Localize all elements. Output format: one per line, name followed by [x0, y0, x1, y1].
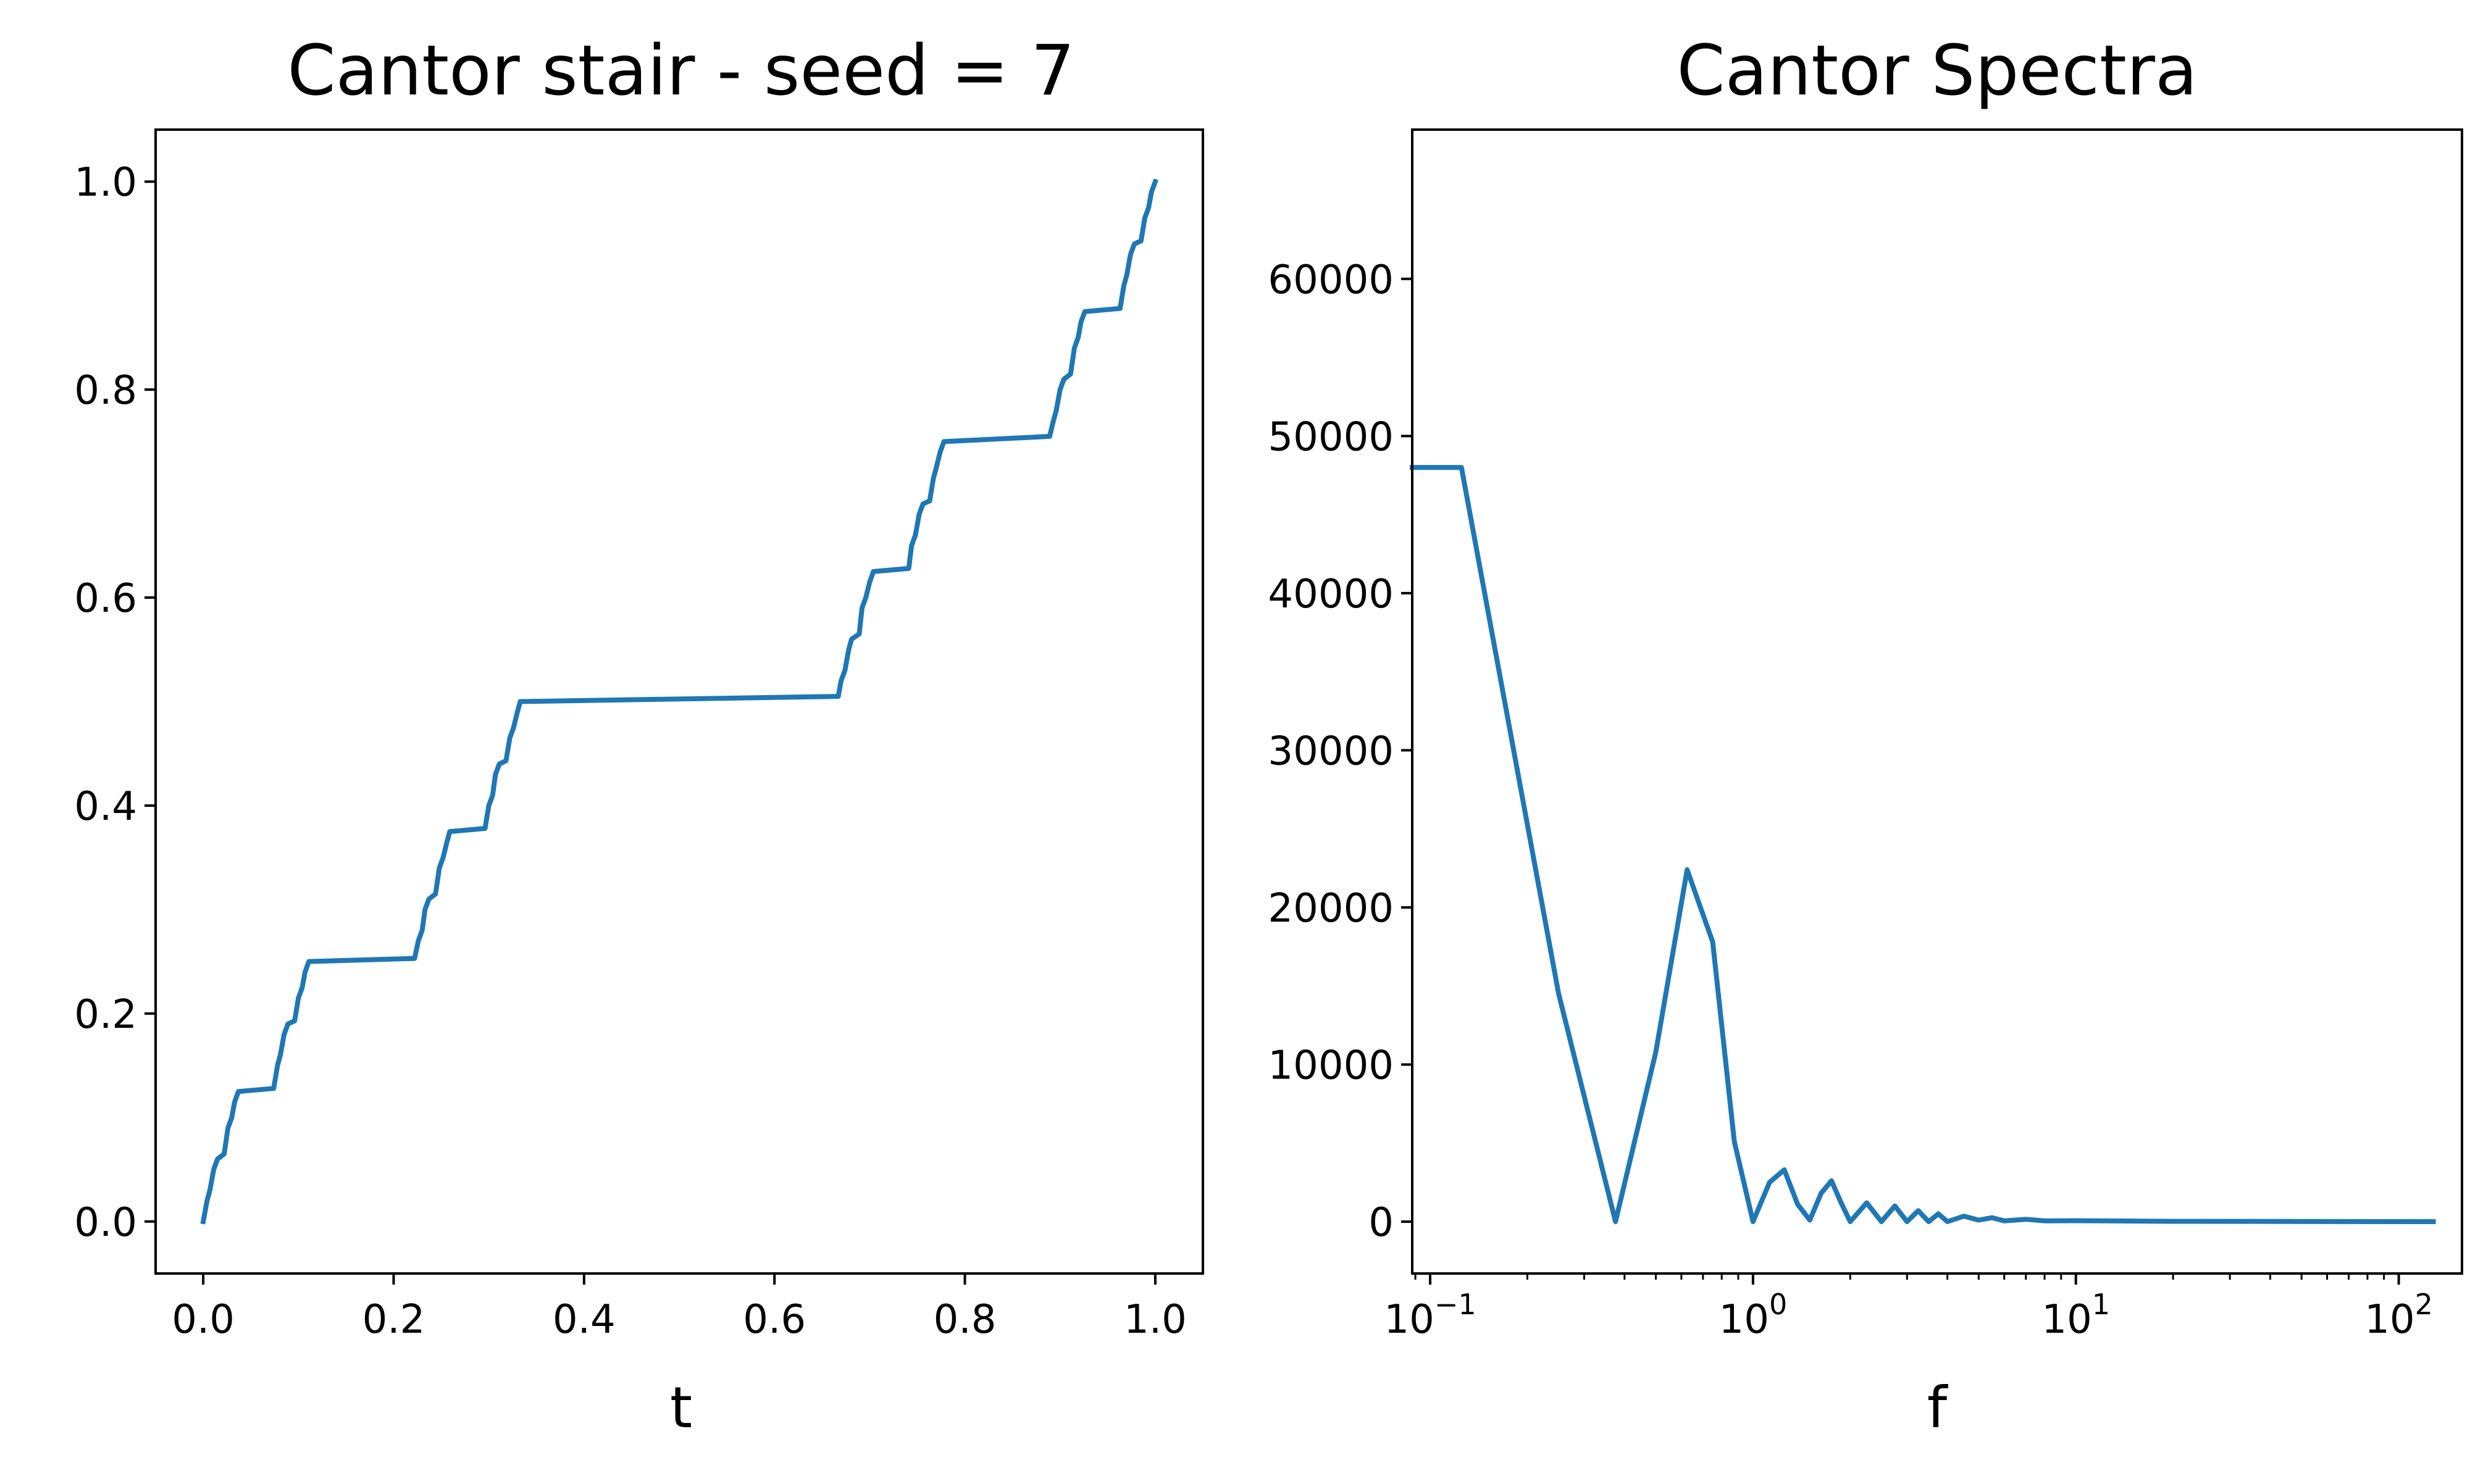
x-tick-label: 100 [1719, 1288, 1788, 1343]
axis-ticks-left: 0.0 0.2 0.4 0.6 0.8 1.0 0.0 0.2 0.4 0.6 0.8 1.0 [74, 160, 1187, 1343]
chart-cantor-stair: Cantor stair - seed = 7 0.0 0.2 0.4 0.6 0.8 1… [74, 31, 1204, 1441]
x-tick-label: 102 [2364, 1288, 2433, 1343]
series-line-cantor-stair [200, 178, 1159, 1225]
y-tick-label: 20000 [1268, 886, 1394, 932]
y-tick-label: 0.4 [74, 784, 137, 830]
x-axis-label-left: t [670, 1375, 692, 1441]
y-tick-label: 10000 [1268, 1043, 1394, 1088]
y-tick-label: 0.6 [74, 576, 137, 622]
y-tick-label: 0.8 [74, 368, 137, 414]
x-tick-label: 0.8 [934, 1297, 997, 1343]
chart-cantor-spectra: Cantor Spectra 10−1 100 101 102 0 10000 20000 3… [1268, 31, 2463, 1441]
chart-title-right: Cantor Spectra [1677, 31, 2197, 111]
x-tick-label: 0.4 [553, 1297, 616, 1343]
y-tick-label: 0.2 [74, 992, 137, 1038]
chart-title-left: Cantor stair - seed = 7 [287, 31, 1074, 111]
y-tick-label: 50000 [1268, 414, 1394, 460]
plot-frame-right [1411, 128, 2463, 1275]
x-tick-label: 0.6 [743, 1297, 806, 1343]
y-tick-label: 40000 [1268, 572, 1394, 617]
y-tick-label: 30000 [1268, 728, 1394, 774]
x-tick-label: 10−1 [1384, 1288, 1476, 1343]
y-tick-label: 60000 [1268, 257, 1394, 303]
plot-frame-left [154, 128, 1204, 1275]
x-axis-label-right: f [1927, 1375, 1949, 1441]
x-tick-label: 1.0 [1124, 1297, 1187, 1343]
axis-ticks-right: 10−1 100 101 102 0 10000 20000 30000 40000 50000 6… [1268, 257, 2433, 1343]
x-tick-label: 0.0 [172, 1297, 235, 1343]
x-tick-label: 0.2 [362, 1297, 425, 1343]
y-tick-label: 0.0 [74, 1200, 137, 1246]
x-tick-label: 101 [2041, 1288, 2110, 1343]
series-line-cantor-spectra [1410, 465, 2436, 1225]
y-tick-label: 0 [1368, 1200, 1394, 1246]
y-tick-label: 1.0 [74, 160, 137, 206]
